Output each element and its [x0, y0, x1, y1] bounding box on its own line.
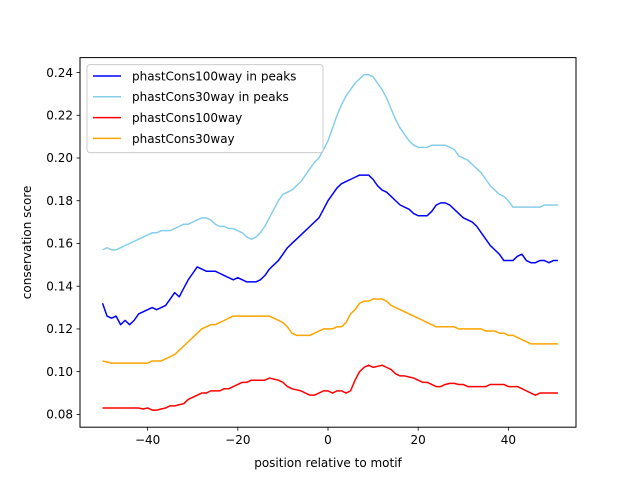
series-line-3: [102, 298, 558, 364]
y-tick-label: 0.16: [46, 237, 73, 251]
x-tick-label: 20: [411, 433, 426, 447]
x-axis: −40 −20 0 20 40: [135, 427, 516, 447]
y-tick-label: 0.20: [46, 151, 73, 165]
y-axis-label: conservation score: [20, 186, 34, 300]
x-tick-label: −20: [225, 433, 250, 447]
y-tick-label: 0.18: [46, 194, 73, 208]
x-tick-label: 40: [501, 433, 516, 447]
y-tick-label: 0.10: [46, 365, 73, 379]
y-axis: 0.08 0.10 0.12 0.14 0.16 0.18 0.20 0.22 0.24: [46, 66, 80, 422]
x-tick-label: −40: [135, 433, 160, 447]
legend-label-1: phastCons30way in peaks: [132, 90, 289, 104]
y-tick-label: 0.22: [46, 108, 73, 122]
legend: phastCons100way in peaks phastCons30way i…: [86, 64, 324, 154]
x-axis-label: position relative to motif: [254, 456, 402, 470]
legend-label-0: phastCons100way in peaks: [132, 69, 296, 83]
y-tick-label: 0.14: [46, 279, 73, 293]
legend-box: [86, 64, 324, 154]
legend-label-2: phastCons100way: [132, 111, 242, 125]
series-line-0: [101, 174, 558, 326]
series-line-1: [102, 73, 558, 251]
plot-lines: [101, 73, 558, 411]
y-tick-label: 0.12: [46, 322, 73, 336]
legend-label-3: phastCons30way: [132, 132, 235, 146]
y-tick-label: 0.08: [46, 408, 73, 422]
y-tick-label: 0.24: [46, 66, 73, 80]
series-line-2: [102, 364, 558, 411]
x-tick-label: 0: [324, 433, 332, 447]
